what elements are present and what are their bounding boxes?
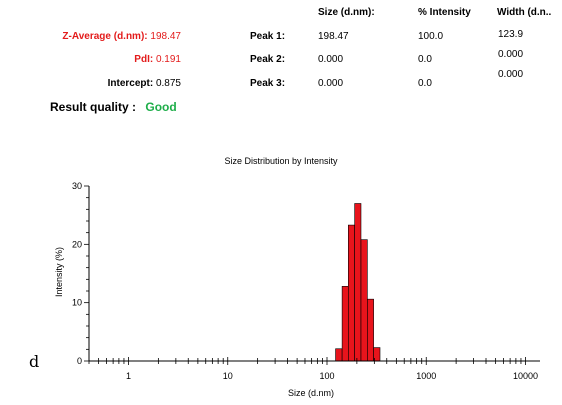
peak-2-intensity: 0.0 [418,54,432,65]
y-tick-label: 30 [72,181,82,191]
bar-1 [335,348,343,362]
intensity-column-header: % Intensity [418,7,471,18]
peak-2-width: 0.000 [498,49,524,60]
peak-3-size: 0.000 [318,78,344,89]
result-quality-value: Good [145,100,177,114]
peak-1-label: Peak 1: [250,31,286,42]
peak-2-label: Peak 2: [250,54,286,65]
z-average-value: 198.47 [150,31,181,42]
chart-title: Size Distribution by Intensity [224,156,338,166]
bar-6 [367,298,374,362]
peak-3-label: Peak 3: [250,78,286,89]
pdi-row: PdI: 0.191 [134,54,181,65]
bar-3 [348,224,355,362]
peak-2-size: 0.000 [318,54,344,65]
intercept-label: Intercept: [107,78,154,89]
x-axis: 1 10 100 1000 10000 [88,357,540,381]
y-axis-label: Intensity (%) [54,247,64,297]
result-quality: Result quality : Good [50,100,177,114]
bar-4 [354,203,362,362]
histogram-bars [335,203,381,362]
peak-1-size: 198.47 [318,31,349,42]
y-axis: 0 10 20 30 [72,181,90,366]
panel-label: d [29,352,40,371]
x-tick-label: 1000 [416,371,436,381]
width-column-header: Width (d.n.. [497,7,552,18]
intercept-value: 0.875 [155,78,181,89]
y-tick-label: 20 [72,239,82,249]
size-column-header: Size (d.nm): [318,7,375,18]
z-average-row: Z-Average (d.nm): 198.47 [62,31,181,42]
bar-2 [341,286,349,362]
peak-3-width: 0.000 [498,69,524,80]
y-tick-label: 10 [72,298,82,308]
intercept-row: Intercept: 0.875 [108,78,181,89]
pdi-value: 0.191 [155,54,181,65]
x-tick-label: 100 [319,371,334,381]
y-tick-label: 0 [77,356,82,366]
pdi-label: PdI: [134,54,154,65]
result-quality-label: Result quality : [50,100,137,114]
x-axis-label: Size (d.nm) [288,388,334,398]
z-average-label: Z-Average (d.nm): [62,31,148,42]
x-tick-label: 10 [223,371,233,381]
bar-5 [360,239,368,362]
x-tick-label: 10000 [513,371,538,381]
peak-3-intensity: 0.0 [418,78,432,89]
peak-1-intensity: 100.0 [418,31,444,42]
peak-1-width: 123.9 [498,29,524,40]
x-tick-label: 1 [126,371,131,381]
